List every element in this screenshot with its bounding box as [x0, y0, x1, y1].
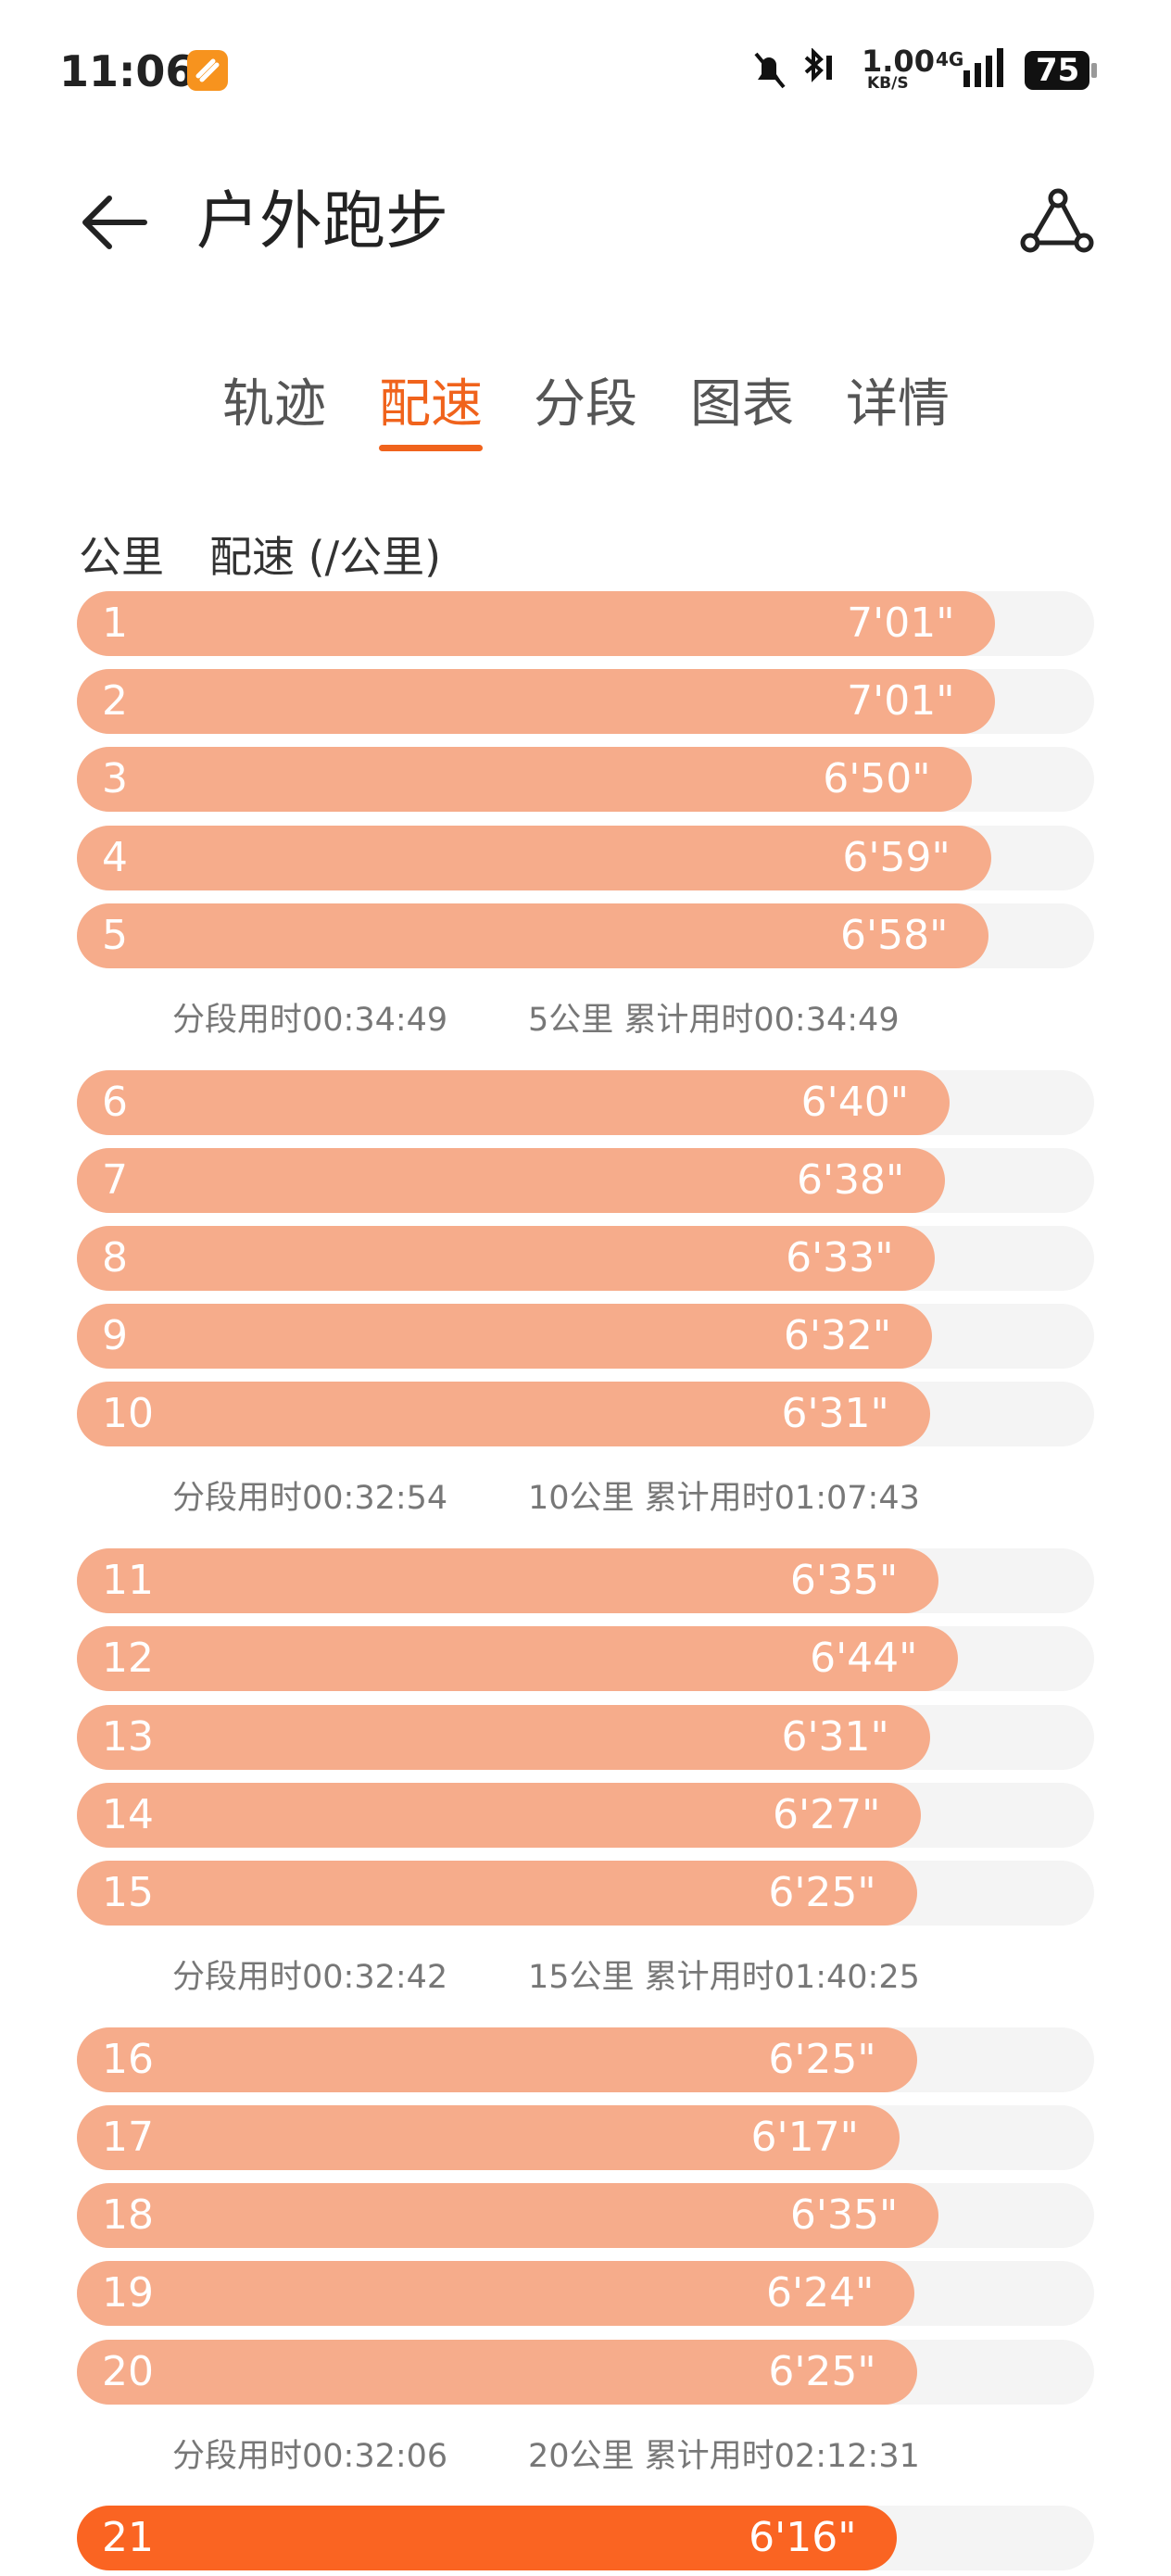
km-label: 6 — [102, 1078, 128, 1126]
pace-bar — [77, 1069, 950, 1135]
pace-bar — [77, 1304, 933, 1370]
km-label: 8 — [102, 1234, 128, 1282]
pace-label: 6'31" — [781, 1712, 889, 1761]
km-label: 3 — [102, 755, 128, 803]
network-speed: 1.00 — [862, 44, 935, 79]
pace-bar — [77, 1226, 935, 1291]
pace-bar — [77, 669, 996, 735]
pace-label: 6'32" — [783, 1312, 892, 1360]
km-label: 20 — [102, 2347, 154, 2395]
pace-bar — [77, 1704, 930, 1770]
km-label: 14 — [102, 1790, 154, 1838]
pace-label: 6'25" — [768, 2035, 876, 2083]
page-title: 户外跑步 — [196, 185, 449, 259]
km-label: 2 — [102, 677, 128, 726]
tab[interactable]: 轨迹 — [222, 374, 326, 435]
tab[interactable]: 配速 — [379, 374, 483, 435]
pace-label: 6'33" — [786, 1234, 894, 1282]
back-button[interactable] — [78, 185, 152, 259]
km-label: 4 — [102, 833, 128, 881]
km-label: 16 — [102, 2035, 154, 2083]
pace-bar — [77, 2183, 939, 2249]
km-label: 10 — [102, 1390, 154, 1438]
pace-bar — [77, 2339, 917, 2405]
pace-bar — [77, 825, 991, 890]
pace-bar — [77, 2105, 900, 2170]
pace-bar — [77, 1548, 939, 1614]
pace-bar — [77, 903, 989, 968]
status-time: 11:06 — [59, 46, 195, 96]
status-icons — [754, 48, 832, 89]
pace-label: 6'35" — [789, 1557, 899, 1605]
km-label: 15 — [102, 1869, 154, 1916]
pace-bar — [77, 1782, 922, 1848]
pace-label: 6'44" — [810, 1635, 918, 1683]
route-button[interactable] — [1017, 185, 1095, 259]
pace-label: 6'25" — [768, 1869, 876, 1916]
pace-label: 6'17" — [750, 2114, 859, 2161]
pace-label: 6'24" — [765, 2269, 875, 2317]
app-icon — [187, 50, 228, 91]
km-label: 12 — [102, 1635, 154, 1683]
battery-icon — [1025, 51, 1097, 90]
tab-indicator — [379, 445, 483, 451]
pace-label: 6'59" — [842, 833, 951, 881]
battery-level: 75 — [1036, 52, 1080, 89]
km-label: 9 — [102, 1312, 128, 1360]
pace-label: 6'50" — [823, 755, 931, 803]
cumulative-time: 10公里 累计用时01:07:43 — [528, 1480, 920, 1518]
pace-bar — [77, 1382, 930, 1447]
cumulative-time: 20公里 累计用时02:12:31 — [528, 2437, 920, 2475]
pace-label: 6'35" — [789, 2191, 899, 2240]
segment-time: 分段用时00:32:06 — [172, 2437, 448, 2475]
pace-label: 7'01" — [847, 677, 955, 726]
pace-bar — [77, 1861, 917, 1926]
pace-label: 6'40" — [800, 1078, 909, 1126]
cumulative-time: 15公里 累计用时01:40:25 — [528, 1959, 920, 1996]
km-label: 17 — [102, 2114, 154, 2161]
tab[interactable]: 图表 — [690, 374, 794, 435]
pace-label: 6'31" — [781, 1390, 889, 1438]
cumulative-time: 5公里 累计用时00:34:49 — [528, 1001, 900, 1039]
segment-time: 分段用时00:34:49 — [172, 1001, 448, 1039]
pace-label: 6'16" — [749, 2514, 857, 2562]
pace-label: 6'58" — [840, 911, 949, 959]
km-label: 21 — [102, 2514, 154, 2562]
pace-bar — [77, 1626, 959, 1692]
km-label: 5 — [102, 911, 128, 959]
pace-bar — [77, 2261, 915, 2327]
tab[interactable]: 详情 — [846, 374, 950, 435]
pace-label: 7'01" — [847, 600, 955, 647]
pace-label: 6'25" — [768, 2347, 876, 2395]
pace-bar — [77, 2506, 898, 2571]
km-label: 13 — [102, 1712, 154, 1761]
pace-header: 配速 (/公里) — [209, 532, 442, 582]
km-label: 11 — [102, 1557, 154, 1605]
km-label: 1 — [102, 600, 128, 647]
segment-time: 分段用时00:32:42 — [172, 1959, 448, 1996]
pace-label: 6'38" — [796, 1155, 905, 1204]
network-unit: KB/S — [867, 74, 909, 93]
pace-bar — [77, 747, 972, 813]
km-header: 公里 — [79, 532, 164, 582]
pace-bar — [77, 591, 996, 656]
segment-time: 分段用时00:32:54 — [172, 1480, 448, 1518]
km-label: 7 — [102, 1155, 128, 1204]
signal-type: 4G — [936, 48, 964, 70]
pace-bar — [77, 2027, 917, 2092]
km-label: 18 — [102, 2191, 154, 2240]
km-label: 19 — [102, 2269, 154, 2317]
tab[interactable]: 分段 — [534, 374, 637, 435]
pace-label: 6'27" — [773, 1790, 881, 1838]
pace-bar — [77, 1147, 946, 1213]
signal-bars — [963, 48, 1003, 87]
